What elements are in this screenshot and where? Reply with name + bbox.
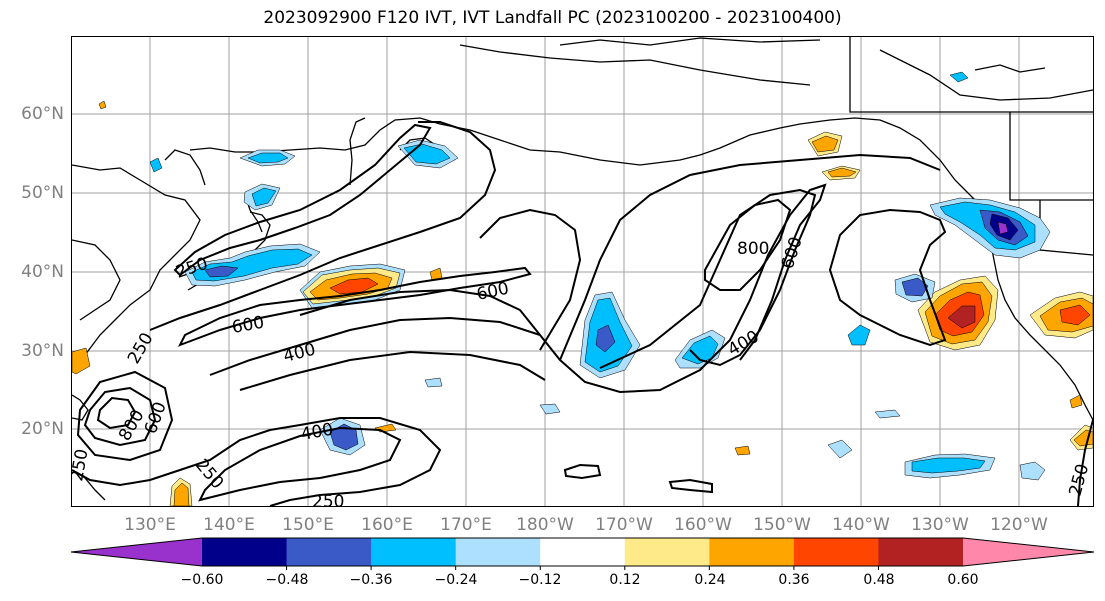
colorbar-tick: 0.36 xyxy=(778,572,810,588)
coastlines xyxy=(72,37,1093,501)
lon-label-140e: 140°E xyxy=(203,515,255,535)
colorbar-segment xyxy=(878,538,964,566)
lat-label-30n: 30°N xyxy=(21,341,64,361)
lon-label-130e: 130°E xyxy=(124,515,176,535)
lon-label-160e: 160°E xyxy=(361,515,413,535)
lon-label-160w: 160°W xyxy=(674,515,732,535)
lat-label-50n: 50°N xyxy=(21,183,64,203)
colorbar-tick: −0.48 xyxy=(265,572,309,588)
lat-label-60n: 60°N xyxy=(21,104,64,124)
colorbar-tick: 0.60 xyxy=(947,572,979,588)
colorbar-segment xyxy=(709,538,795,566)
ivt-contours xyxy=(72,121,1093,506)
colorbar-tick: −0.60 xyxy=(180,572,224,588)
lon-label-140w: 140°W xyxy=(832,515,890,535)
colorbar-extend-min xyxy=(71,538,202,566)
lon-label-120w: 120°W xyxy=(990,515,1048,535)
colorbar-segment xyxy=(624,538,710,566)
map-title: 2023092900 F120 IVT, IVT Landfall PC (20… xyxy=(263,8,842,28)
colorbar-tick: 0.24 xyxy=(694,572,726,588)
lon-label-170w: 170°W xyxy=(595,515,653,535)
contour-label-250: 250 xyxy=(67,447,92,482)
colorbar-segment xyxy=(371,538,457,566)
lat-label-40n: 40°N xyxy=(21,262,64,282)
lon-label-130w: 130°W xyxy=(911,515,969,535)
lat-label-20n: 20°N xyxy=(21,419,64,439)
contour-label-250: 250 xyxy=(312,492,344,512)
lon-label-170e: 170°E xyxy=(440,515,492,535)
lon-label-150e: 150°E xyxy=(282,515,334,535)
colorbar-segment xyxy=(540,538,626,566)
colorbar-segment xyxy=(286,538,372,566)
colorbar-segment xyxy=(455,538,541,566)
colorbar-segment xyxy=(202,538,288,566)
lon-label-180w: 180°W xyxy=(516,515,574,535)
colorbar-tick: −0.24 xyxy=(434,572,478,588)
colorbar-extend-max xyxy=(963,538,1094,566)
shaded-anomalies xyxy=(72,71,1093,506)
lon-label-150w: 150°W xyxy=(753,515,811,535)
colorbar-tick: 0.12 xyxy=(609,572,641,588)
contour-label-800: 800 xyxy=(737,239,769,259)
colorbar-segment xyxy=(793,538,879,566)
colorbar-tick: −0.36 xyxy=(349,572,393,588)
colorbar-tick: −0.12 xyxy=(518,572,562,588)
colorbar-tick: 0.48 xyxy=(863,572,895,588)
